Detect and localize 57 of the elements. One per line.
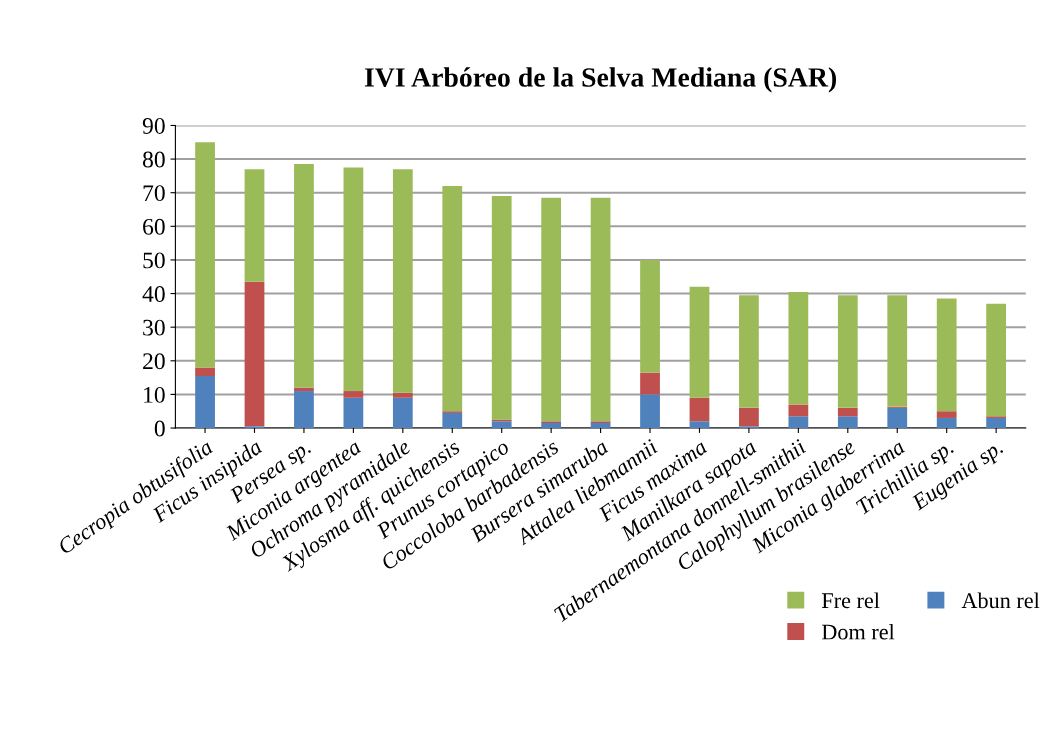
bar [491, 196, 512, 420]
bar [541, 423, 562, 429]
bar [788, 291, 809, 405]
bar [343, 391, 364, 398]
bar [788, 416, 809, 429]
bar [936, 411, 957, 418]
bar [689, 397, 710, 422]
bar [442, 412, 463, 429]
legend-label: Dom rel [821, 623, 895, 640]
bar [936, 417, 957, 429]
bar [195, 367, 215, 376]
y-tick-label: 60 [143, 218, 165, 235]
bar [392, 392, 413, 398]
bar [689, 421, 710, 429]
y-tick-label: 70 [143, 185, 165, 202]
y-tick-label: 20 [143, 353, 165, 370]
y-tick-label: 10 [144, 386, 165, 403]
bar [640, 394, 660, 429]
bar [887, 407, 908, 429]
bar [986, 417, 1007, 429]
y-tick-label: 50 [143, 252, 165, 269]
bar [887, 295, 908, 407]
bar [294, 387, 314, 392]
bar [491, 421, 512, 429]
bar [590, 197, 611, 422]
y-tick-label: 30 [143, 319, 165, 336]
bar [294, 391, 314, 429]
bar [936, 298, 957, 412]
bar [739, 407, 759, 427]
bar [343, 397, 364, 429]
bar [739, 295, 759, 408]
bar [689, 286, 710, 398]
y-tick-label: 40 [142, 286, 165, 302]
legend-label: Abun rel [961, 592, 1040, 609]
legend-label: Fre rel [821, 592, 880, 609]
bar [343, 167, 364, 392]
bar [195, 142, 215, 368]
bar [244, 281, 265, 427]
bar [640, 259, 660, 373]
bar [244, 169, 265, 282]
bar [986, 303, 1007, 417]
y-tick-label: 0 [154, 420, 165, 437]
chart-title: IVI Arbóreo de la Selva Mediana (SAR) [364, 67, 837, 93]
bar [392, 169, 413, 393]
y-tick-label: 90 [142, 117, 165, 134]
bar [837, 295, 858, 408]
bar [788, 404, 809, 417]
bar [541, 197, 562, 422]
bar [640, 372, 660, 395]
bar [837, 407, 858, 417]
bar [837, 416, 858, 429]
bar [195, 375, 215, 429]
y-tick-label: 80 [142, 151, 165, 168]
bar [294, 164, 314, 388]
bar [442, 185, 463, 412]
bar [392, 397, 413, 429]
bar [590, 423, 611, 429]
